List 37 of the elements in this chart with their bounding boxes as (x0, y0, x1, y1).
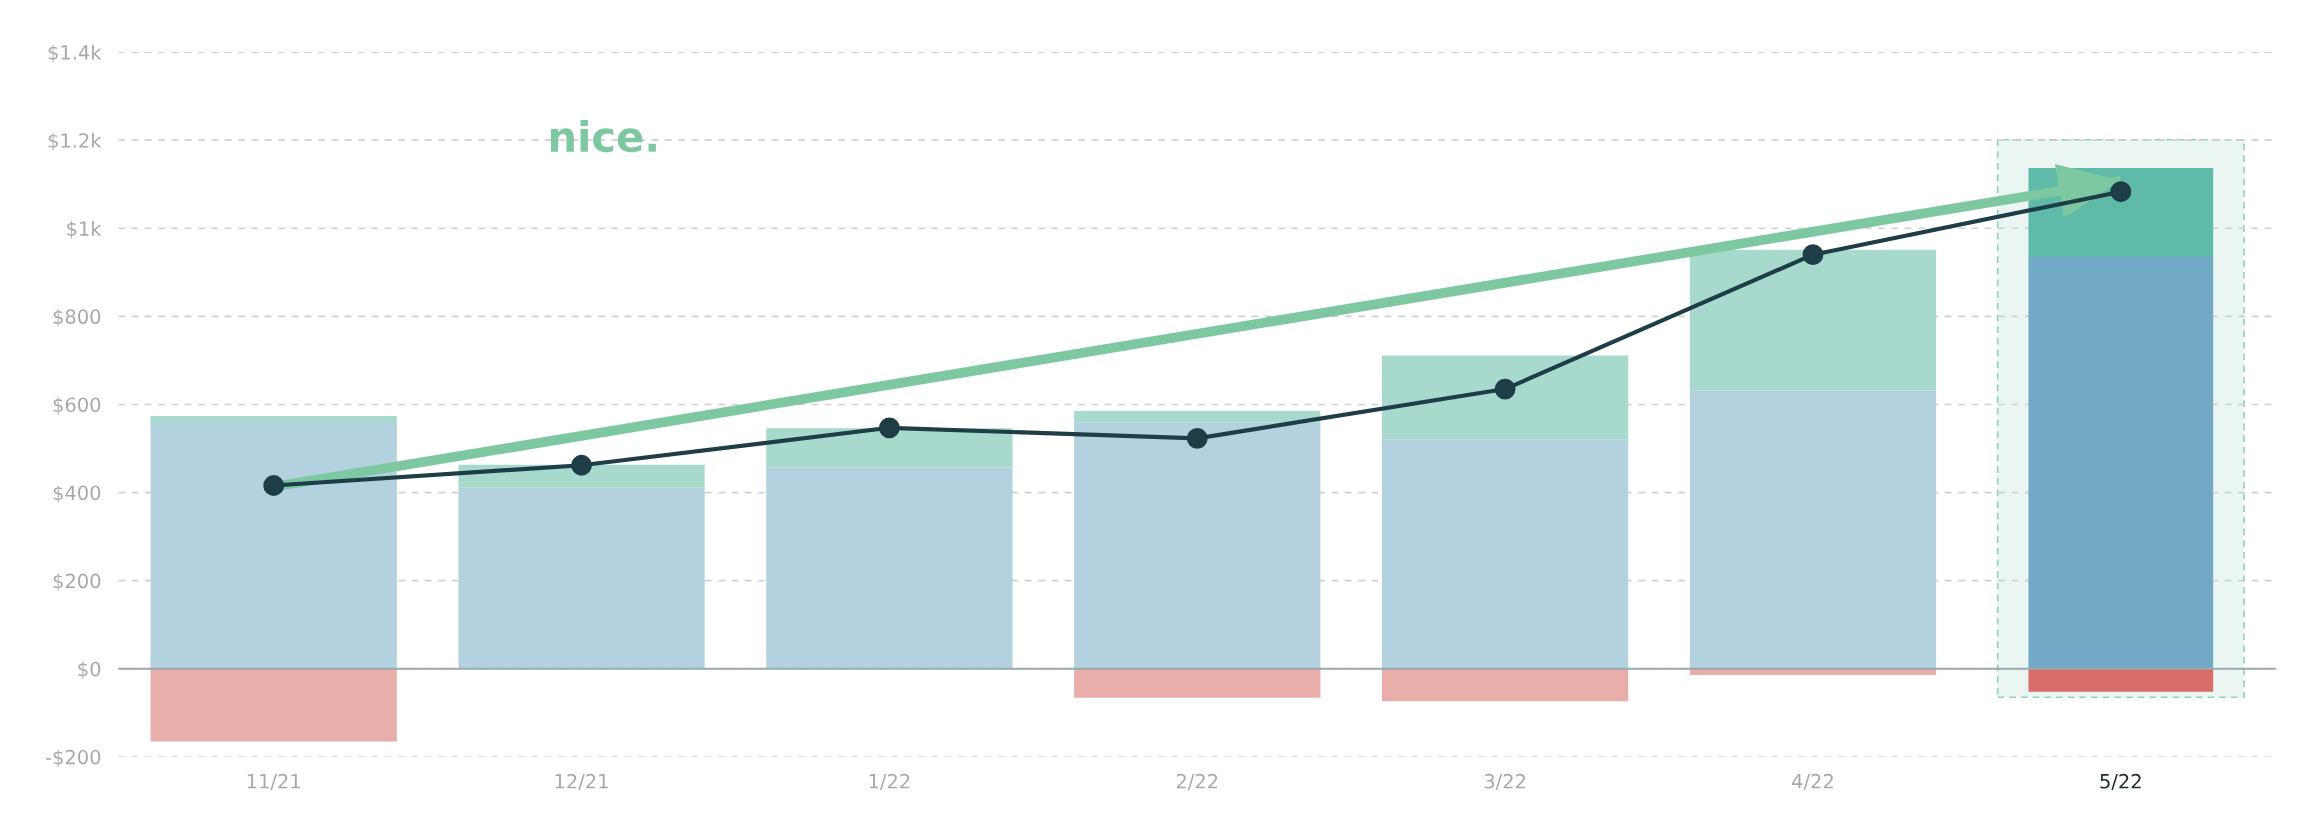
y-tick-label: $1.4k (48, 44, 102, 63)
point (1802, 244, 1824, 266)
y-tick-label: $400 (53, 485, 101, 503)
y-tick-label: $0 (78, 661, 101, 679)
bar (1381, 355, 1629, 440)
y-tick-label: -$200 (46, 749, 101, 768)
y-tick-label: $1.2k (48, 132, 102, 151)
bar (1074, 668, 1321, 698)
point (571, 454, 592, 476)
bar (1074, 411, 1321, 423)
bar (150, 422, 397, 669)
bar (1689, 249, 1937, 391)
x-tick-label: 1/22 (869, 773, 910, 791)
point (2110, 181, 2132, 203)
bar (1074, 422, 1321, 669)
point (878, 417, 900, 439)
y-tick-label: $200 (53, 573, 101, 591)
point (263, 475, 285, 496)
point (1494, 378, 1516, 400)
bar (458, 487, 705, 669)
y-tick-label: $600 (53, 397, 101, 415)
bar (1381, 668, 1629, 702)
bar (150, 415, 397, 423)
annotation: nice. (550, 120, 656, 153)
x-tick-label: 4/22 (1792, 773, 1833, 791)
y-tick-label: $800 (53, 308, 101, 327)
point (1186, 427, 1208, 449)
x-tick-label: 2/22 (1176, 773, 1218, 791)
bar (766, 467, 1013, 669)
bar (150, 668, 397, 742)
y-tick-label: $1k (67, 220, 102, 239)
bar (1381, 439, 1629, 669)
x-tick-label: 5/22 (2100, 773, 2141, 791)
x-tick-label: 12/21 (555, 773, 608, 791)
x-tick-label: 11/21 (247, 773, 300, 791)
x-tick-label: 3/22 (1484, 773, 1525, 791)
bar (1689, 390, 1937, 669)
